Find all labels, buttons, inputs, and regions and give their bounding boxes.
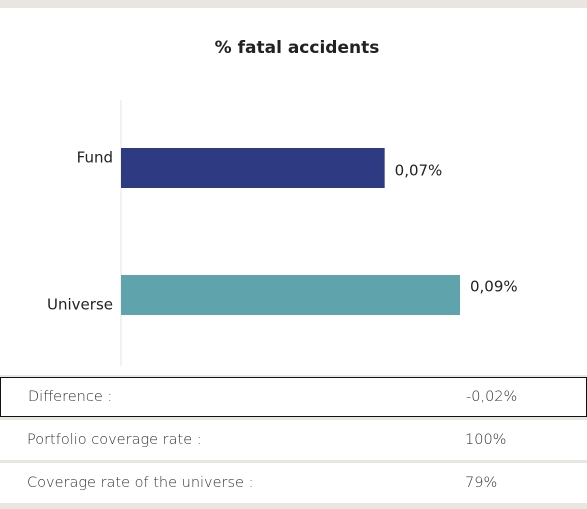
row-value: -0,02%: [466, 389, 518, 405]
category-label: Universe: [47, 296, 113, 314]
stats-table: Difference : -0,02% Portfolio coverage rat…: [0, 377, 587, 506]
bar: [121, 275, 460, 315]
row-label: Portfolio coverage rate :: [27, 432, 202, 448]
row-value: 79%: [465, 475, 498, 491]
value-label: 0,09%: [470, 278, 518, 296]
value-label: 0,07%: [395, 162, 443, 180]
chart-card: % fatal accidents Fund 0,07% Universe 0,09%: [0, 8, 587, 375]
table-row: Portfolio coverage rate : 100%: [0, 420, 587, 460]
chart: % fatal accidents Fund 0,07% Universe 0,09%: [47, 38, 518, 366]
category-label: Fund: [77, 149, 113, 167]
row-value: 100%: [465, 432, 507, 448]
bar: [121, 148, 385, 188]
table-row: Coverage rate of the universe : 79%: [0, 463, 587, 503]
row-label: Difference :: [28, 389, 113, 405]
chart-title: % fatal accidents: [215, 38, 380, 58]
row-label: Coverage rate of the universe :: [27, 475, 254, 491]
table-row: Difference : -0,02%: [0, 377, 587, 417]
